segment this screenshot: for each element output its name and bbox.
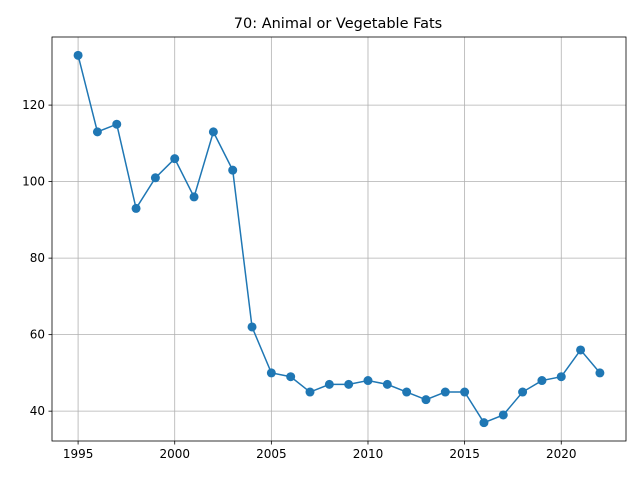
data-point bbox=[112, 119, 122, 129]
data-point bbox=[247, 322, 257, 332]
plot-area-frame bbox=[51, 36, 627, 442]
axis-ticks: 1995 2000 2005 2010 2015 2020 40 60 80 100 120 bbox=[22, 98, 576, 461]
data-point bbox=[266, 368, 276, 378]
data-point bbox=[228, 165, 238, 175]
series-line bbox=[77, 55, 601, 424]
x-tick-label: 2000 bbox=[159, 447, 190, 461]
data-point bbox=[324, 379, 334, 389]
x-tick-label: 2005 bbox=[256, 447, 287, 461]
data-point bbox=[479, 418, 489, 428]
data-point bbox=[363, 376, 373, 386]
data-point bbox=[440, 387, 450, 397]
data-point bbox=[402, 387, 412, 397]
data-point bbox=[498, 410, 508, 420]
data-point bbox=[73, 50, 83, 60]
y-tick-label: 60 bbox=[30, 328, 45, 342]
data-point bbox=[518, 387, 528, 397]
data-point bbox=[150, 173, 160, 183]
data-point bbox=[286, 372, 296, 382]
data-point bbox=[92, 127, 102, 137]
x-tick-label: 2010 bbox=[353, 447, 384, 461]
y-tick-label: 100 bbox=[22, 175, 45, 189]
data-point bbox=[344, 379, 354, 389]
data-series bbox=[73, 50, 605, 428]
data-point bbox=[131, 203, 141, 213]
data-point bbox=[305, 387, 315, 397]
data-point bbox=[421, 395, 431, 405]
data-point bbox=[537, 376, 547, 386]
chart-title: 70: Animal or Vegetable Fats bbox=[234, 16, 442, 32]
x-tick-label: 1995 bbox=[63, 447, 94, 461]
data-point bbox=[556, 372, 566, 382]
data-point bbox=[595, 368, 605, 378]
grid-lines bbox=[52, 37, 626, 441]
y-tick-label: 40 bbox=[30, 404, 45, 418]
y-tick-label: 80 bbox=[30, 251, 45, 265]
x-tick-label: 2015 bbox=[449, 447, 480, 461]
data-point bbox=[460, 387, 470, 397]
data-point bbox=[189, 192, 199, 202]
data-point bbox=[576, 345, 586, 355]
data-point bbox=[208, 127, 218, 137]
y-tick-label: 120 bbox=[22, 98, 45, 112]
data-point bbox=[382, 379, 392, 389]
data-point bbox=[170, 154, 180, 164]
x-tick-label: 2020 bbox=[546, 447, 577, 461]
